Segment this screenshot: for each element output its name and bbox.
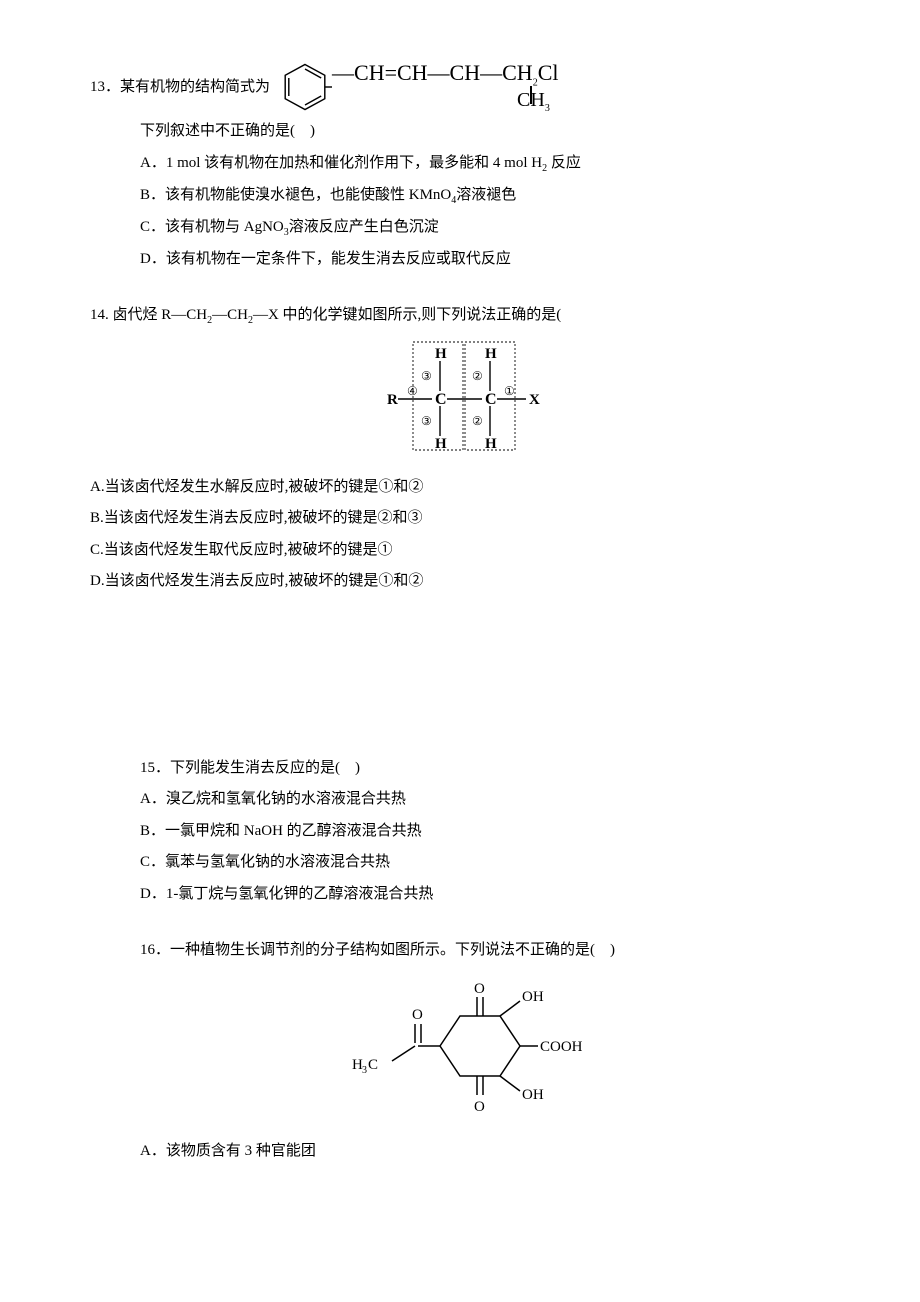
q13-stem-suffix: 下列叙述中不正确的是( ) [140,117,830,146]
q14-option-b: B.当该卤代烃发生消去反应时,被破坏的键是②和③ [90,504,830,533]
q13-formula-line1: —CH=CH—CH—CH [332,60,533,85]
q13-option-b: B．该有机物能使溴水褪色，也能使酸性 KMnO4溶液褪色 [140,181,830,210]
svg-text:O: O [412,1007,423,1023]
svg-text:H: H [435,436,447,452]
benzene-ring-icon [278,60,332,114]
q14-stem-a: 卤代烃 R—CH [113,307,208,323]
q13-formula-line2: CH [517,89,545,111]
q13-opt-b-tail: 溶液褪色 [456,187,516,203]
question-15: 15．下列能发生消去反应的是( ) A．溴乙烷和氢氧化钠的水溶液混合共热 B．一… [90,754,830,909]
q14-number: 14. [90,307,109,323]
svg-text:①: ① [504,384,515,398]
q13-formula-sub2: 3 [545,103,550,114]
svg-text:R: R [387,392,398,408]
q14-option-d: D.当该卤代烃发生消去反应时,被破坏的键是①和② [90,567,830,596]
q13-opt-a-text: A．1 mol 该有机物在加热和催化剂作用下，最多能和 4 mol H [140,155,542,171]
q14-option-a: A.当该卤代烃发生水解反应时,被破坏的键是①和② [90,473,830,502]
svg-text:X: X [529,392,540,408]
q16-stem-text: 一种植物生长调节剂的分子结构如图所示。下列说法不正确的是( ) [170,942,615,958]
svg-text:COOH: COOH [540,1039,583,1055]
question-14: 14. 卤代烃 R—CH2—CH2—X 中的化学键如图所示,则下列说法正确的是(… [90,301,830,596]
svg-text:O: O [474,1099,485,1115]
q13-option-a: A．1 mol 该有机物在加热和催化剂作用下，最多能和 4 mol H2 反应 [140,149,830,178]
svg-text:②: ② [472,414,483,428]
q14-option-c: C.当该卤代烃发生取代反应时,被破坏的键是① [90,536,830,565]
q15-option-a: A．溴乙烷和氢氧化钠的水溶液混合共热 [140,785,830,814]
svg-text:④: ④ [407,384,418,398]
svg-text:3: 3 [362,1065,367,1076]
svg-text:③: ③ [421,369,432,383]
q13-formula-cl: Cl [538,60,559,85]
q15-number: 15． [140,760,170,776]
q13-option-d: D．该有机物在一定条件下，能发生消去反应或取代反应 [140,245,830,274]
svg-text:C: C [485,391,497,408]
q13-option-c: C．该有机物与 AgNO3溶液反应产生白色沉淀 [140,213,830,242]
q13-opt-b-text: B．该有机物能使溴水褪色，也能使酸性 KMnO [140,187,451,203]
question-16: 16．一种植物生长调节剂的分子结构如图所示。下列说法不正确的是( ) O O O… [90,936,830,1166]
svg-text:OH: OH [522,989,544,1005]
svg-text:C: C [368,1057,378,1073]
q16-stem: 16．一种植物生长调节剂的分子结构如图所示。下列说法不正确的是( ) [140,936,830,965]
q13-stem-prefix: 某有机物的结构简式为 [120,73,270,102]
q15-option-c: C．氯苯与氢氧化钠的水溶液混合共热 [140,848,830,877]
molecule-svg: O O OH OH COOH O H 3 C [330,971,590,1121]
q16-molecule: O O OH OH COOH O H 3 C [90,971,830,1132]
q15-stem-text: 下列能发生消去反应的是( ) [170,760,360,776]
q13-structural-formula: —CH=CH—CH—CH2Cl CH3 [278,60,558,114]
q14-stem-c: —X 中的化学键如图所示,则下列说法正确的是( [253,307,561,323]
spacer [90,624,830,754]
q13-number: 13． [90,73,120,102]
svg-text:OH: OH [522,1087,544,1103]
q15-option-d: D．1-氯丁烷与氢氧化钾的乙醇溶液混合共热 [140,880,830,909]
q13-formula-text: —CH=CH—CH—CH2Cl CH3 [332,60,558,114]
svg-text:H: H [485,436,497,452]
q13-opt-c-text: C．该有机物与 AgNO [140,219,284,235]
question-13: 13． 某有机物的结构简式为 —CH=CH—CH—CH2Cl CH3 下列叙述中… [90,60,830,273]
q14-stem-b: —CH [212,307,248,323]
q14-stem: 14. 卤代烃 R—CH2—CH2—X 中的化学键如图所示,则下列说法正确的是( [90,301,830,330]
svg-text:H: H [485,346,497,362]
svg-text:③: ③ [421,414,432,428]
q13-opt-c-tail: 溶液反应产生白色沉淀 [289,219,439,235]
svg-text:O: O [474,981,485,997]
bond-diagram-svg: C C H H H H R X ③ ③ ② ② ① [365,336,555,456]
q15-option-b: B．一氯甲烷和 NaOH 的乙醇溶液混合共热 [140,817,830,846]
svg-text:H: H [435,346,447,362]
q16-number: 16． [140,942,170,958]
q16-option-a: A．该物质含有 3 种官能团 [140,1137,830,1166]
q13-opt-a-tail: 反应 [547,155,581,171]
q15-stem: 15．下列能发生消去反应的是( ) [140,754,830,783]
svg-text:②: ② [472,369,483,383]
q14-bond-diagram: C C H H H H R X ③ ③ ② ② ① [90,336,830,467]
svg-text:C: C [435,391,447,408]
q13-stem-row: 13． 某有机物的结构简式为 —CH=CH—CH—CH2Cl CH3 [90,60,830,114]
q13-body: 下列叙述中不正确的是( ) A．1 mol 该有机物在加热和催化剂作用下，最多能… [90,117,830,273]
